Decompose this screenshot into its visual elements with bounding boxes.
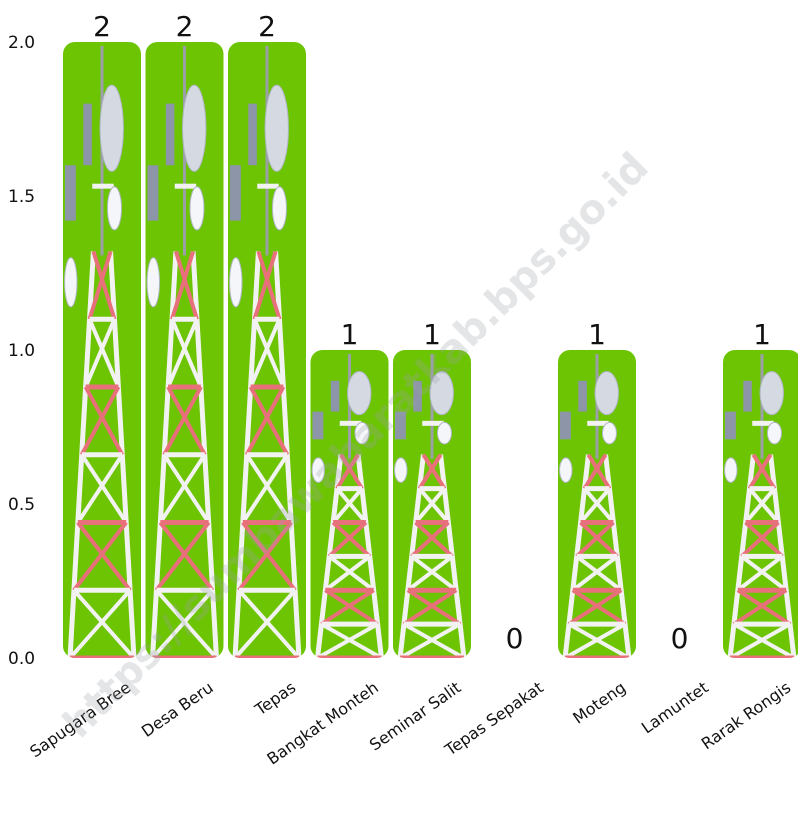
y-tick-label: 1.5	[8, 187, 35, 207]
bar	[723, 350, 798, 658]
y-tick-label: 1.0	[8, 341, 35, 361]
x-tick-label: Lamuntet	[638, 678, 712, 738]
bar	[393, 350, 471, 658]
data-label: 1	[423, 318, 441, 351]
bar	[558, 350, 636, 658]
bar	[310, 350, 389, 658]
data-label: 1	[341, 318, 359, 351]
x-tick-label: Rarak Rongis	[698, 678, 795, 754]
data-label: 2	[258, 10, 276, 43]
y-tick-label: 0.5	[8, 495, 35, 515]
data-label: 1	[588, 318, 606, 351]
y-tick-label: 2.0	[8, 33, 35, 53]
x-tick-label: Tepas	[251, 678, 300, 720]
x-tick-label: Desa Beru	[138, 678, 217, 741]
y-axis: 0.0 0.5 1.0 1.5 2.0	[8, 33, 35, 669]
data-labels: 2 2 2 1 1 0 1 0 1	[93, 10, 771, 655]
data-label: 1	[753, 318, 771, 351]
data-label: 0	[671, 622, 689, 655]
bars	[63, 42, 798, 658]
data-label: 2	[93, 10, 111, 43]
bar	[145, 42, 224, 658]
y-tick-label: 0.0	[8, 649, 35, 669]
x-tick-label: Moteng	[569, 678, 629, 728]
data-label: 0	[506, 622, 524, 655]
bar	[228, 42, 306, 658]
data-label: 2	[176, 10, 194, 43]
bar	[63, 42, 141, 658]
